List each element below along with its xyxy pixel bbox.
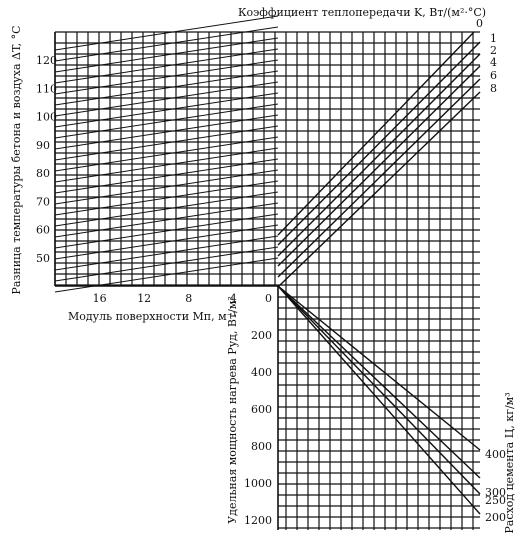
modulus-line: [54, 147, 279, 183]
y-tick-label: 60: [36, 224, 50, 237]
x-axis-label: Модуль поверхности Mп, м⁻¹: [68, 310, 237, 323]
k-axis-label: Коэффициент теплопередачи K, Вт/(м²·°С): [238, 6, 486, 19]
y-tick-label: 80: [36, 167, 50, 180]
modulus-line: [54, 103, 279, 139]
x-tick-label: 12: [137, 292, 151, 305]
modulus-line: [54, 191, 279, 227]
modulus-line: [54, 224, 279, 260]
k-tick-label: 0: [476, 17, 483, 30]
modulus-line: [54, 169, 279, 205]
cement-line: [277, 285, 481, 495]
k-line: [277, 31, 475, 236]
nomogram-curves: [54, 15, 481, 515]
cement-line: [277, 285, 481, 515]
cement-line: [277, 285, 481, 479]
modulus-line: [54, 15, 279, 51]
modulus-line: [54, 81, 279, 117]
y-axis-label: Разница температуры бетона и воздуха ΔT,…: [10, 25, 23, 294]
p-tick-label: 600: [251, 403, 272, 416]
p-tick-label: 200: [251, 329, 272, 342]
k-line: [277, 41, 481, 246]
modulus-line: [54, 235, 279, 271]
k-tick-label: 2: [490, 44, 497, 57]
modulus-line: [54, 59, 279, 95]
c-tick-label: 400: [485, 448, 506, 461]
modulus-line: [54, 26, 279, 62]
k-tick-label: 4: [490, 56, 497, 69]
modulus-line: [54, 158, 279, 194]
x-tick-label: 8: [185, 292, 192, 305]
modulus-line: [54, 125, 279, 161]
k-tick-label: 1: [490, 32, 497, 45]
p-tick-label: 0: [265, 292, 272, 305]
modulus-line: [54, 114, 279, 150]
modulus-line: [54, 136, 279, 172]
c-tick-label: 300: [485, 486, 506, 499]
modulus-line: [54, 180, 279, 216]
cement-line: [277, 285, 481, 451]
y-tick-label: 110: [36, 82, 57, 95]
x-tick-label: 4: [230, 292, 237, 305]
modulus-line: [54, 246, 279, 282]
k-tick-label: 6: [490, 69, 497, 82]
modulus-line: [54, 202, 279, 238]
k-line: [277, 78, 481, 278]
p-tick-label: 1000: [244, 477, 272, 490]
k-line: [277, 91, 481, 288]
y-tick-label: 50: [36, 252, 50, 265]
modulus-line: [54, 213, 279, 249]
x-tick-label: 16: [93, 292, 107, 305]
c-tick-label: 200: [485, 511, 506, 524]
y-tick-label: 70: [36, 195, 50, 208]
y-tick-label: 120: [36, 54, 57, 67]
c-axis-label: Расход цемента Ц, кг/м³: [503, 392, 516, 533]
k-tick-label: 8: [490, 82, 497, 95]
modulus-line: [54, 92, 279, 128]
modulus-line: [54, 48, 279, 84]
modulus-line: [54, 70, 279, 106]
y-tick-label: 90: [36, 139, 50, 152]
k-line: [277, 53, 481, 257]
p-axis-label: Удельная мощность нагрева Pуд, Вт/м²: [226, 296, 239, 524]
p-tick-label: 800: [251, 440, 272, 453]
k-line: [277, 65, 481, 267]
modulus-line: [54, 37, 279, 73]
c-tick-label: 250: [485, 494, 506, 507]
modulus-line: [54, 257, 279, 293]
p-tick-label: 1200: [244, 514, 272, 527]
p-tick-label: 400: [251, 366, 272, 379]
y-tick-label: 100: [36, 111, 57, 124]
